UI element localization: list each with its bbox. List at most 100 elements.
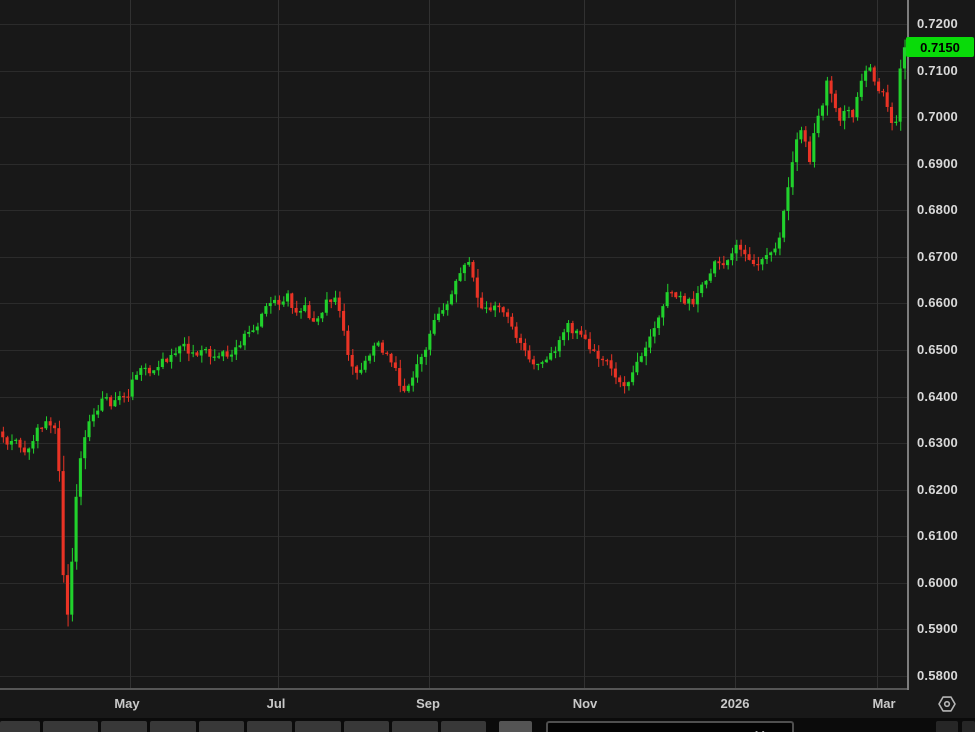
candle-up — [91, 414, 95, 422]
candle-down — [501, 307, 505, 313]
candle-down — [342, 310, 346, 331]
candle-wick-down — [330, 299, 332, 309]
candle-down — [488, 307, 492, 311]
candle-up — [130, 379, 134, 397]
time-axis-label: Nov — [572, 696, 598, 711]
candle-up — [44, 421, 48, 429]
candle-up — [902, 47, 906, 69]
time-axis-separator — [0, 688, 908, 690]
candle-wick-up — [145, 363, 147, 376]
candle-down — [186, 343, 190, 354]
candle-up — [255, 326, 259, 331]
toolbar-segment[interactable] — [441, 721, 486, 732]
toolbar-segment[interactable] — [247, 721, 292, 732]
candle-up — [234, 347, 238, 355]
candle-down — [618, 377, 622, 383]
candle-up — [160, 358, 164, 368]
candle-up — [156, 367, 160, 371]
candle-wick-up — [175, 347, 177, 357]
candle-up — [173, 353, 177, 355]
candle-up — [816, 115, 820, 134]
candle-up — [773, 248, 777, 253]
candle-wick-down — [723, 255, 725, 269]
candle-wick-up — [214, 349, 216, 362]
candle-wick-up — [205, 346, 207, 354]
bottom-panel-box[interactable]: .. — [546, 721, 794, 732]
candle-up — [27, 448, 31, 453]
price-axis-label: 0.6600 — [917, 295, 958, 311]
candle-up — [303, 305, 307, 312]
chart-canvas[interactable] — [0, 0, 908, 690]
candle-down — [165, 358, 169, 362]
candle-wick-down — [606, 358, 608, 366]
candle-up — [700, 284, 704, 294]
time-axis[interactable]: May Jul Sep Nov 2026 Mar — [0, 690, 975, 718]
candle-down — [471, 261, 475, 278]
toolbar-segment[interactable] — [101, 721, 147, 732]
candle-wick-up — [688, 297, 690, 311]
price-axis-label: 0.6100 — [917, 528, 958, 544]
price-axis-label: 0.6300 — [917, 435, 958, 451]
candle-down — [402, 385, 406, 392]
settings-button[interactable] — [932, 691, 962, 717]
candle-up — [454, 280, 458, 295]
candle-down — [592, 349, 596, 351]
candle-up — [493, 305, 497, 311]
candle-up — [734, 244, 738, 254]
toolbar-segment[interactable] — [344, 721, 389, 732]
candle-up — [544, 359, 548, 363]
toolbar-segment[interactable] — [936, 721, 958, 732]
candle-up — [182, 343, 186, 347]
candle-up — [777, 237, 781, 249]
candle-up — [363, 360, 367, 370]
candle-up — [251, 330, 255, 333]
toolbar-segment[interactable] — [392, 721, 438, 732]
candle-down — [682, 295, 686, 304]
candle-up — [859, 80, 863, 97]
candle-up — [113, 400, 117, 407]
candle-wick-down — [671, 290, 673, 298]
candle-down — [803, 130, 807, 142]
candle-down — [829, 80, 833, 94]
candle-up — [14, 439, 18, 441]
candle-down — [18, 439, 22, 448]
candle-wick-down — [41, 426, 43, 433]
last-price-tag: 0.7150 — [906, 37, 974, 58]
candle-wick-up — [15, 438, 17, 445]
toolbar-segment[interactable] — [295, 721, 341, 732]
price-axis-label: 0.6800 — [917, 202, 958, 218]
candle-down — [721, 263, 725, 266]
candle-down — [195, 352, 199, 356]
candle-up — [855, 96, 859, 118]
candle-down — [122, 396, 126, 398]
v-gridline — [278, 0, 279, 690]
toolbar-segment[interactable] — [962, 721, 975, 732]
time-axis-label: Jul — [266, 696, 286, 711]
candle-down — [109, 397, 113, 407]
price-axis[interactable]: 0.7200 0.7100 0.7000 0.6900 0.6800 0.6700 0.66… — [909, 0, 975, 689]
h-gridline — [0, 257, 908, 258]
candle-down — [756, 264, 760, 266]
candle-up — [898, 68, 902, 122]
toolbar-segment[interactable] — [199, 721, 244, 732]
h-gridline — [0, 350, 908, 351]
candle-down — [510, 316, 514, 327]
candle-up — [324, 299, 328, 313]
candle-down — [475, 277, 479, 298]
candle-up — [842, 110, 846, 121]
time-axis-label: Sep — [416, 696, 440, 711]
candle-down — [57, 428, 61, 472]
candle-up — [864, 70, 868, 81]
candle-up — [139, 368, 143, 375]
h-gridline — [0, 24, 908, 25]
candle-down — [691, 298, 695, 305]
v-gridline — [584, 0, 585, 690]
candlestick-chart[interactable] — [0, 0, 908, 690]
toolbar-segment[interactable] — [0, 721, 40, 732]
candle-wick-down — [593, 344, 595, 352]
time-axis-label: 2026 — [720, 696, 750, 711]
toolbar-segment[interactable] — [43, 721, 98, 732]
toolbar-segment[interactable] — [150, 721, 196, 732]
toolbar-segment[interactable] — [499, 721, 532, 732]
price-axis-label: 0.6000 — [917, 574, 958, 590]
